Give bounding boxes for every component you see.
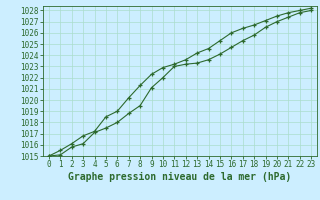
X-axis label: Graphe pression niveau de la mer (hPa): Graphe pression niveau de la mer (hPa)	[68, 172, 292, 182]
